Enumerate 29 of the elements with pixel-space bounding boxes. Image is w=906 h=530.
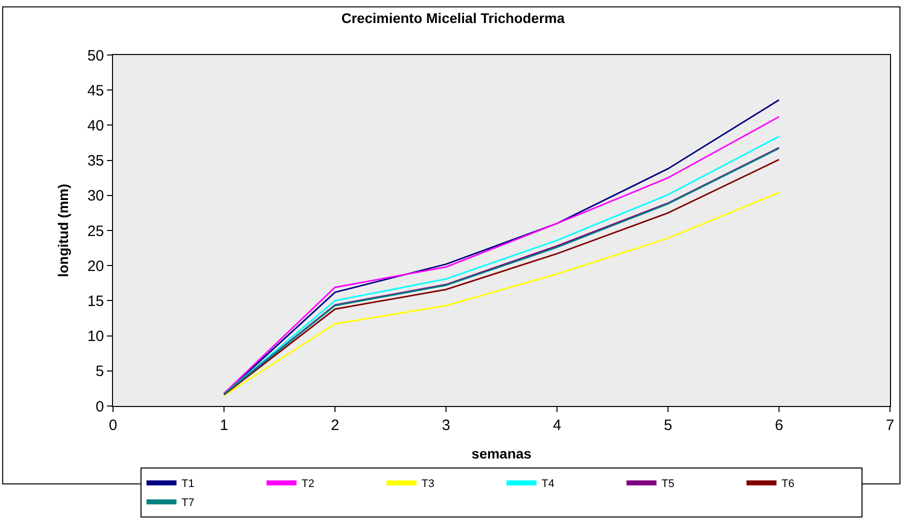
y-axis-title: longitud (mm): [54, 184, 71, 278]
y-tick-label: 15: [87, 292, 104, 310]
y-tick-label: 25: [87, 222, 104, 240]
x-tick-label: 5: [664, 417, 672, 434]
x-tick-label: 0: [108, 417, 118, 434]
y-tick-label: 10: [87, 328, 104, 346]
legend-label: T7: [182, 497, 194, 510]
x-tick-label: 3: [442, 417, 450, 434]
legend-label: T1: [182, 478, 194, 490]
x-tick-label: 7: [886, 417, 894, 434]
y-tick-label: 20: [87, 258, 104, 275]
y-tick-label: 0: [96, 398, 104, 416]
legend-label: T5: [662, 478, 674, 490]
x-tick-label: 2: [330, 417, 340, 434]
x-tick-label: 6: [774, 417, 784, 434]
legend-label: T2: [302, 478, 314, 490]
y-tick-label: 45: [87, 82, 104, 100]
y-tick-label: 40: [87, 117, 104, 134]
y-tick-label: 5: [96, 363, 104, 380]
y-tick-label: 30: [87, 188, 104, 205]
legend-label: T4: [542, 478, 554, 490]
legend-label: T3: [422, 478, 434, 490]
y-tick-label: 35: [87, 152, 104, 170]
chart-title: Crecimiento Micelial Trichoderma: [341, 10, 565, 26]
x-tick-label: 1: [220, 417, 228, 434]
y-tick-label: 50: [87, 47, 104, 64]
legend-label: T6: [782, 478, 794, 490]
x-tick-label: 4: [552, 417, 562, 434]
x-axis-title: semanas: [472, 445, 532, 462]
